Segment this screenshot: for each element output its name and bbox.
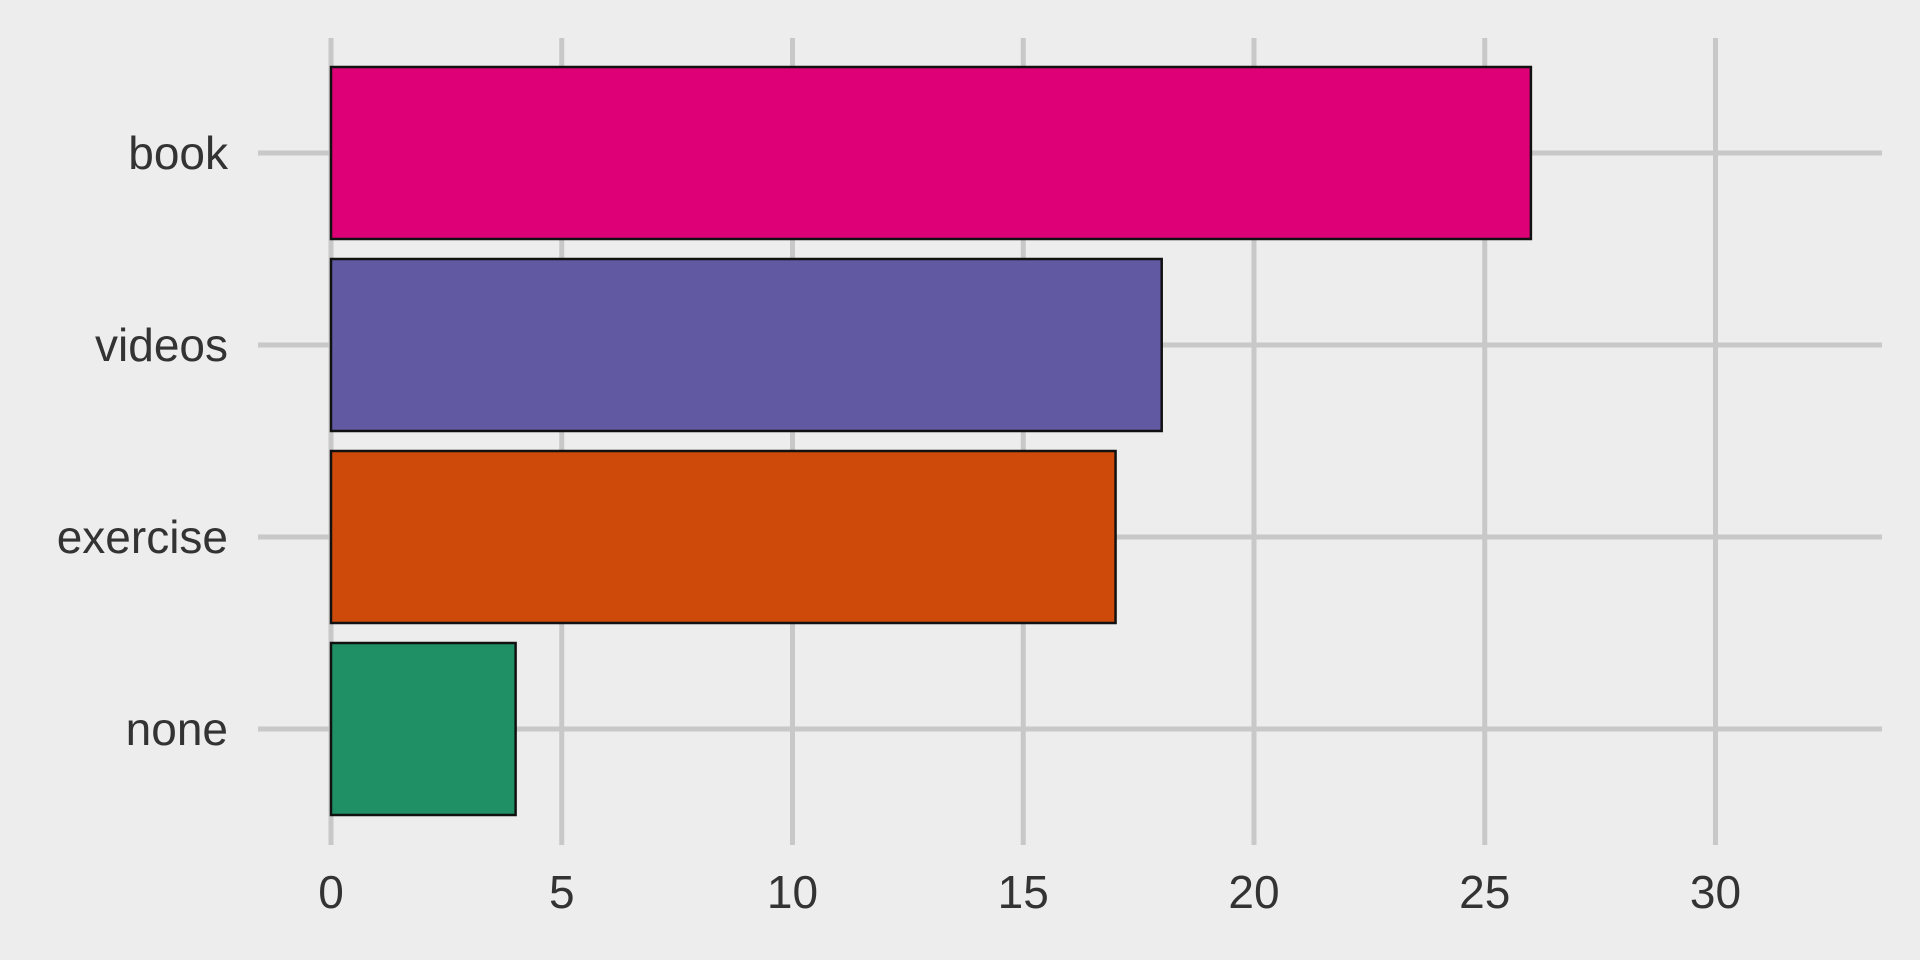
y-tick-label: videos	[95, 319, 228, 371]
x-tick-label: 25	[1459, 866, 1510, 918]
x-tick-label: 0	[318, 866, 344, 918]
bar-videos	[329, 257, 1163, 433]
bar-none	[329, 641, 517, 817]
y-tick-label: exercise	[57, 511, 228, 563]
x-tick-label: 10	[767, 866, 818, 918]
y-axis-labels: book videos exercise none	[57, 127, 229, 755]
x-axis-labels: 0 5 10 15 20 25 30	[318, 866, 1741, 918]
y-tick-label: book	[128, 127, 229, 179]
x-tick-label: 20	[1228, 866, 1279, 918]
bars	[329, 65, 1533, 817]
bar-book	[329, 65, 1533, 241]
bar-exercise	[329, 449, 1117, 625]
x-tick-label: 5	[549, 866, 575, 918]
y-tick-label: none	[126, 703, 228, 755]
x-tick-label: 30	[1690, 866, 1741, 918]
x-tick-label: 15	[998, 866, 1049, 918]
